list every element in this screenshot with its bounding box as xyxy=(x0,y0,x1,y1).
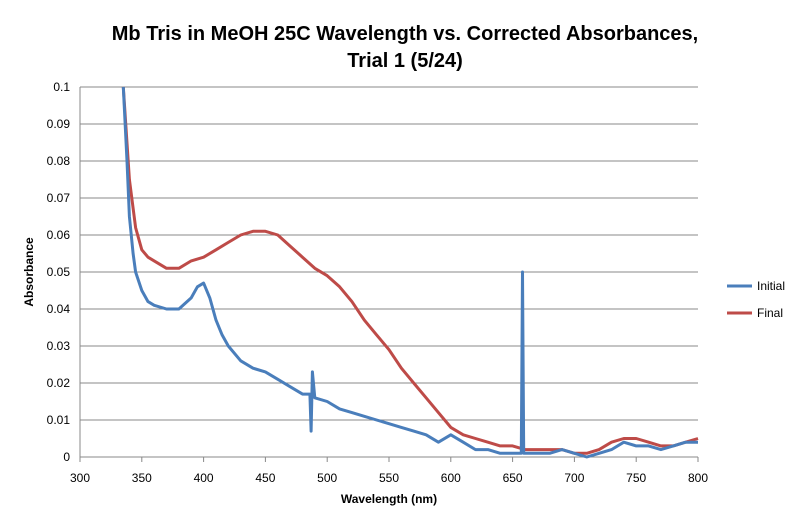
x-axis-label: Wavelength (nm) xyxy=(341,492,437,506)
y-tick-label: 0.06 xyxy=(47,228,71,242)
y-tick-label: 0.04 xyxy=(47,302,71,316)
x-tick-label: 300 xyxy=(70,471,90,485)
x-tick-label: 600 xyxy=(441,471,461,485)
chart-title-line-1: Mb Tris in MeOH 25C Wavelength vs. Corre… xyxy=(112,23,698,45)
y-tick-label: 0.05 xyxy=(47,265,71,279)
x-tick-label: 500 xyxy=(317,471,337,485)
y-tick-label: 0.1 xyxy=(53,80,70,94)
x-tick-label: 400 xyxy=(194,471,214,485)
x-tick-label: 700 xyxy=(564,471,584,485)
chart-title-line-2: Trial 1 (5/24) xyxy=(347,50,463,72)
y-tick-label: 0.03 xyxy=(47,339,71,353)
y-axis-label: Absorbance xyxy=(22,237,36,307)
legend-label-final: Final xyxy=(757,306,783,320)
y-tick-label: 0.07 xyxy=(47,191,71,205)
legend-label-initial: Initial xyxy=(757,279,785,293)
y-tick-label: 0.08 xyxy=(47,154,71,168)
x-tick-label: 800 xyxy=(688,471,708,485)
x-tick-label: 350 xyxy=(132,471,152,485)
x-tick-label: 550 xyxy=(379,471,399,485)
x-tick-label: 450 xyxy=(255,471,275,485)
y-tick-label: 0 xyxy=(63,450,70,464)
y-tick-label: 0.09 xyxy=(47,117,71,131)
series-line-final xyxy=(121,86,699,455)
y-tick-label: 0.02 xyxy=(47,376,71,390)
series-line-initial xyxy=(121,86,698,459)
x-tick-label: 750 xyxy=(626,471,646,485)
y-tick-label: 0.01 xyxy=(47,413,71,427)
x-tick-label: 650 xyxy=(503,471,523,485)
